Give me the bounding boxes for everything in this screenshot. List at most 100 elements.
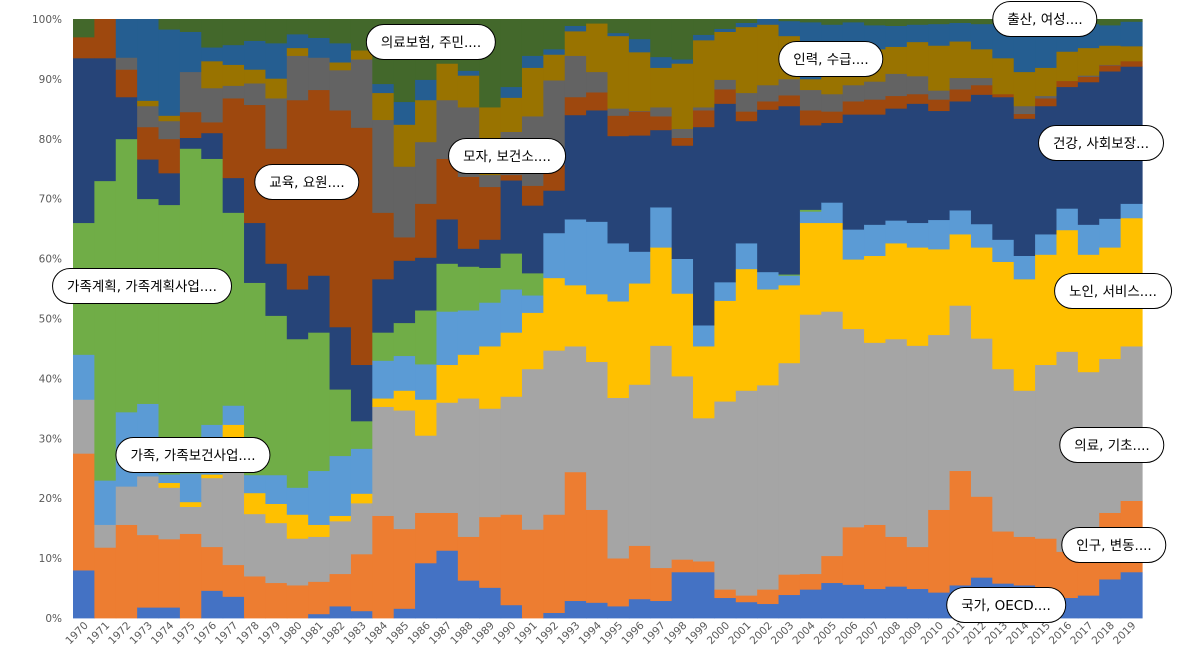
bar-segment [244, 492, 267, 515]
bar-segment [864, 114, 887, 225]
bar-segment [1056, 80, 1079, 88]
bar-segment [1035, 67, 1058, 97]
bar-segment [735, 120, 758, 244]
bar-segment [222, 424, 245, 439]
bar-segment [607, 397, 630, 559]
bar-segment [885, 19, 908, 26]
bar-segment [864, 99, 887, 115]
bar-segment [1077, 371, 1100, 555]
bar-segment [73, 57, 95, 224]
x-tick-label: 1981 [299, 620, 326, 647]
bar-segment [821, 311, 844, 557]
bar-segment [137, 100, 160, 107]
bar-segment [693, 19, 715, 35]
bar-segment [906, 41, 929, 77]
bar-segment [329, 515, 352, 522]
y-tick-label: 100% [32, 14, 62, 26]
bar-segment [757, 24, 780, 86]
bar-segment [201, 132, 224, 159]
bar-segment [564, 284, 587, 347]
callout-label: 국가, OECD.... [946, 587, 1066, 623]
bar-segment [607, 135, 630, 244]
bar-segment [1035, 364, 1058, 539]
bar-segment [864, 255, 887, 343]
bar-segment [1120, 346, 1143, 501]
bar-segment [693, 571, 715, 619]
bar-segment [714, 89, 737, 104]
bar-segment [500, 396, 523, 515]
y-axis: 0% 10% 20% 30% 40% 50% 60% 70% 80% 90% 100% [32, 14, 62, 625]
x-tick-label: 1998 [662, 620, 689, 647]
bar-segment [885, 95, 908, 109]
bar-segment [308, 536, 331, 582]
bar-segment [179, 148, 202, 474]
x-tick-label: 1988 [448, 620, 475, 647]
bar-segment [393, 101, 416, 125]
bar-segment [201, 47, 224, 62]
x-tick-label: 2002 [748, 620, 775, 647]
bar-segment [543, 232, 566, 279]
bar-segment [457, 75, 480, 108]
bar-segment [821, 202, 844, 224]
bar-segment [115, 524, 138, 619]
bar-segment [415, 562, 438, 619]
bar-segment [137, 19, 160, 101]
bar-segment [628, 19, 651, 40]
bar-segment [842, 328, 865, 528]
bar-segment [286, 514, 309, 539]
bar-segment [372, 83, 395, 94]
x-tick-label: 1971 [85, 620, 112, 647]
bar-segment [906, 345, 929, 548]
bar-segment [885, 46, 908, 74]
bar-segment [265, 503, 288, 524]
y-tick-label: 90% [39, 74, 62, 86]
bar-segment [137, 159, 160, 200]
bar-segment [393, 322, 416, 357]
bar-segment [821, 19, 844, 25]
bar-segment [564, 219, 587, 286]
bar-segment [885, 586, 908, 619]
bar-segment [992, 368, 1015, 532]
bar-segment [735, 268, 758, 391]
bar-segment [906, 588, 929, 619]
bar-segment [500, 19, 523, 88]
bar-segment [778, 105, 801, 275]
bar-segment [457, 266, 480, 311]
bar-segment [73, 354, 95, 400]
bar-segment [222, 98, 245, 179]
bar-segment [265, 19, 288, 44]
bar-segment [436, 402, 459, 513]
x-tick-label: 2008 [876, 620, 903, 647]
y-tick-label: 80% [39, 134, 62, 146]
bar-segment [650, 19, 673, 58]
bar-segment [735, 243, 758, 270]
bar-segment [693, 346, 715, 419]
bar-segment [457, 248, 480, 267]
bar-segment [1099, 579, 1122, 619]
bar-segment [885, 108, 908, 221]
bar-segment [671, 63, 694, 130]
bar-segment [1120, 45, 1143, 62]
bar-segment [158, 482, 181, 488]
bar-segment [757, 589, 780, 605]
bar-segment [137, 534, 160, 608]
bar-segment [586, 602, 609, 619]
bar-segment [500, 97, 523, 133]
x-tick-label: 2007 [855, 620, 882, 647]
bar-segment [308, 37, 331, 58]
bar-segment [1035, 254, 1058, 366]
bar-segment [757, 84, 780, 102]
bar-segment [842, 526, 865, 585]
bar-segment [244, 282, 267, 476]
bar-segment [415, 79, 438, 101]
bar-segment [735, 19, 758, 23]
bar-segment [586, 221, 609, 295]
bar-segment [73, 453, 95, 571]
bar-segment [735, 22, 758, 28]
bar-segment [457, 580, 480, 619]
bar-segment [179, 533, 202, 619]
bar-segment [286, 338, 309, 488]
x-tick-label: 1999 [683, 620, 710, 647]
bar-segment [842, 19, 865, 23]
